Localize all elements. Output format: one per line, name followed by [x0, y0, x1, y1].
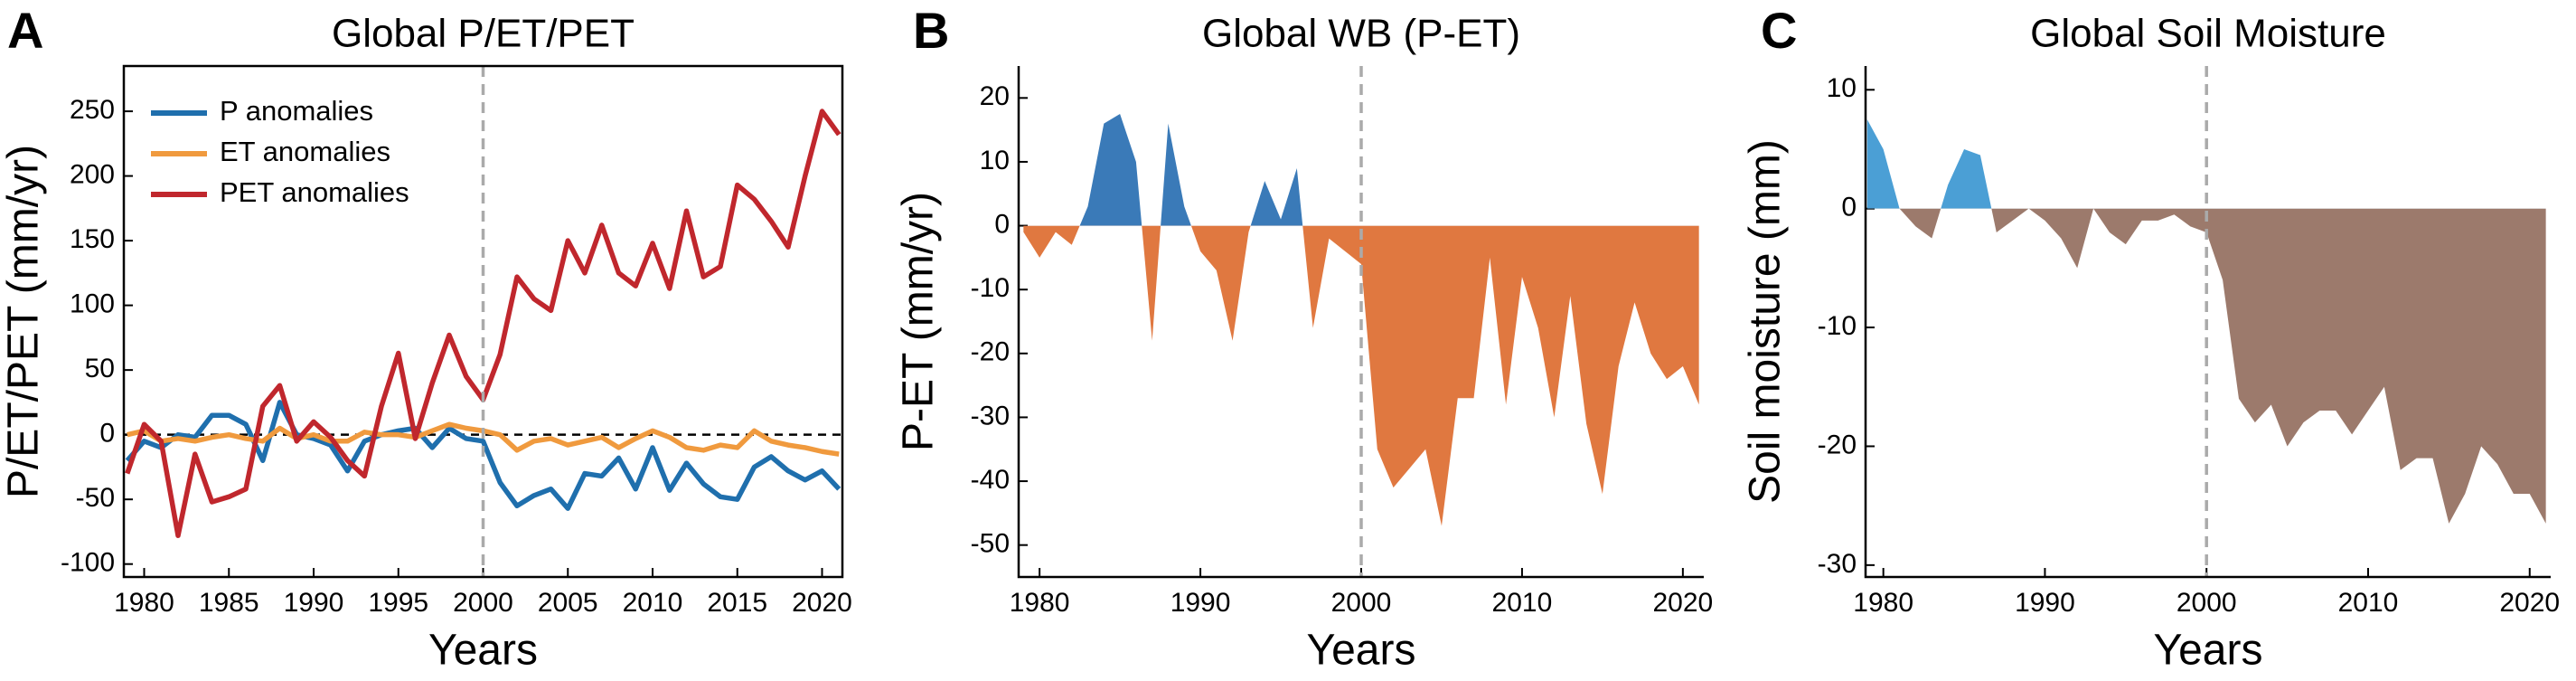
panel-letter: A	[7, 2, 43, 59]
x-tick-label: 1980	[1010, 588, 1070, 618]
y-tick-label: -40	[971, 465, 1010, 495]
x-axis-label: Years	[428, 627, 538, 675]
legend-label: ET anomalies	[220, 136, 390, 167]
x-tick-label: 2015	[707, 588, 767, 618]
axes-spines	[1017, 66, 1704, 579]
y-tick-label: -30	[971, 401, 1010, 430]
y-tick-label: 0	[99, 419, 115, 449]
x-tick-label: 2000	[2176, 588, 2237, 618]
y-tick-label: -10	[1818, 311, 1857, 341]
y-tick-label: 20	[980, 81, 1010, 111]
area-positive	[1079, 113, 1303, 226]
y-axis-label: Soil moisture (mm)	[1742, 139, 1790, 504]
y-tick-label: -20	[971, 337, 1010, 367]
y-tick-label: -10	[971, 273, 1010, 303]
x-tick-label: 1995	[368, 588, 428, 618]
x-tick-label: 2020	[2499, 588, 2560, 618]
y-tick-label: 50	[85, 354, 115, 383]
y-tick-label: 10	[980, 146, 1010, 175]
area-negative	[1899, 208, 2546, 524]
y-tick-label: 100	[70, 289, 115, 319]
panel-letter: B	[913, 2, 949, 59]
y-tick-label: 0	[994, 209, 1010, 239]
panel-letter: C	[1761, 2, 1797, 59]
y-tick-label: -30	[1818, 549, 1857, 579]
x-tick-label: 2010	[2338, 588, 2399, 618]
y-tick-label: 250	[70, 95, 115, 125]
plot-frame	[122, 64, 844, 579]
y-tick-label: 0	[1841, 193, 1857, 222]
x-axis-label: Years	[2154, 627, 2263, 675]
x-tick-label: 2000	[453, 588, 513, 618]
x-tick-label: 2000	[1331, 588, 1392, 618]
y-axis-label: P/ET/PET (mm/yr)	[0, 145, 48, 498]
area-negative	[1023, 225, 1699, 526]
axes-spines	[1864, 66, 2551, 579]
series-line	[125, 400, 841, 511]
x-tick-label: 1990	[284, 588, 344, 618]
chart-title: Global Soil Moisture	[2030, 12, 2386, 56]
y-tick-label: -100	[61, 548, 115, 578]
chart-title: Global P/ET/PET	[332, 12, 635, 56]
legend-label: P anomalies	[220, 95, 373, 127]
legend-label: PET anomalies	[220, 176, 409, 208]
x-tick-label: 2020	[792, 588, 852, 618]
y-tick-label: 150	[70, 224, 115, 254]
y-tick-label: 10	[1827, 73, 1857, 103]
x-tick-label: 2005	[538, 588, 598, 618]
y-tick-label: -50	[76, 483, 115, 513]
x-tick-label: 1985	[199, 588, 259, 618]
y-tick-label: -20	[1818, 430, 1857, 459]
y-tick-label: 200	[70, 160, 115, 190]
x-tick-label: 2010	[1492, 588, 1553, 618]
chart-title: Global WB (P-ET)	[1202, 12, 1520, 56]
x-tick-label: 1980	[114, 588, 174, 618]
x-tick-label: 2020	[1652, 588, 1713, 618]
x-tick-label: 1990	[2015, 588, 2075, 618]
x-axis-label: Years	[1307, 627, 1416, 675]
y-axis-label: P-ET (mm/yr)	[895, 192, 943, 451]
x-tick-label: 2010	[623, 588, 683, 618]
x-tick-label: 1980	[1853, 588, 1913, 618]
x-tick-label: 1990	[1170, 588, 1231, 618]
y-tick-label: -50	[971, 529, 1010, 559]
